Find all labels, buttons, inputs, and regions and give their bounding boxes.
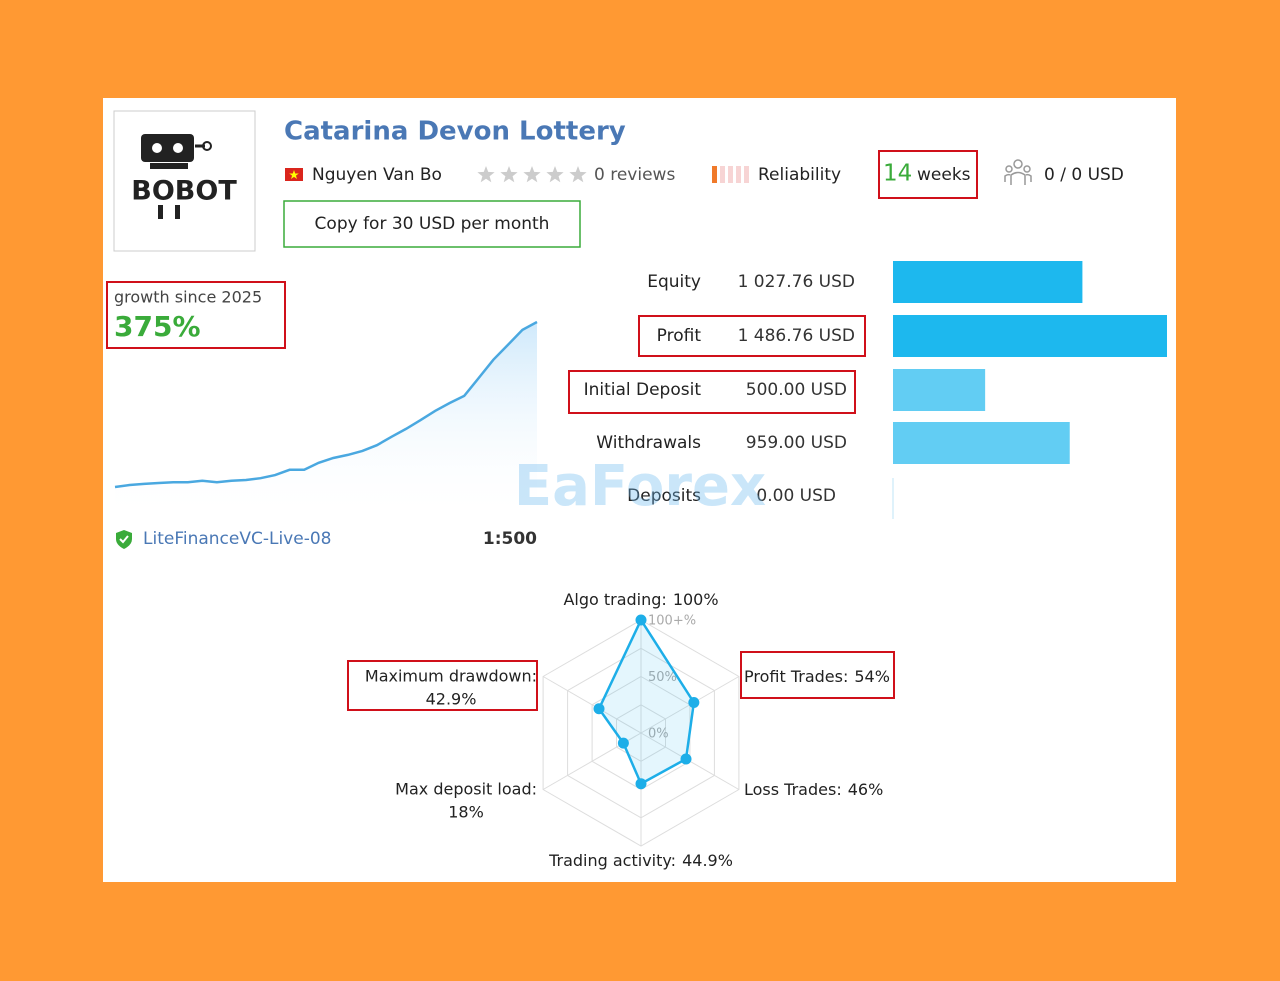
radar-chart: 0% 50% 100+% Algo trading: 100% Profit Trades… xyxy=(365,590,890,870)
reviews[interactable]: 0 reviews xyxy=(594,165,675,185)
star xyxy=(546,166,564,183)
flag-star xyxy=(289,170,299,179)
radar-tick-label: 0% xyxy=(648,727,669,742)
radar-value: 46% xyxy=(848,780,884,799)
highlight xyxy=(106,281,286,349)
stat-label: Equity xyxy=(647,272,701,292)
rating-stars xyxy=(477,166,587,183)
radar-name: Loss Trades: xyxy=(744,780,842,799)
star xyxy=(523,166,541,183)
logo-text: BOBOT xyxy=(131,176,237,207)
radar-tick-label: 100+% xyxy=(648,614,696,629)
highlight xyxy=(347,660,538,711)
growth-line xyxy=(114,320,538,489)
stat-value: 1 027.76 USD xyxy=(738,272,855,292)
reliability: Reliability xyxy=(758,165,841,185)
star xyxy=(569,166,587,183)
radar-point xyxy=(635,778,647,790)
radar-value: 54% xyxy=(854,667,890,686)
subscribers-icon xyxy=(1004,159,1032,185)
star xyxy=(477,166,495,183)
stat-value: 0.00 USD xyxy=(756,486,836,506)
verified-check xyxy=(119,535,129,544)
radar-label: Profit Trades: 54% xyxy=(744,667,890,686)
radar-label: Algo trading: 100% xyxy=(563,590,718,609)
radar-label: Max deposit load: xyxy=(395,780,537,799)
radar-name: Algo trading: xyxy=(563,590,666,609)
growth-area xyxy=(115,322,537,520)
stat-label: Withdrawals xyxy=(596,433,701,453)
radar-name: Trading activity: xyxy=(548,851,676,870)
radar-label: Trading activity: 44.9% xyxy=(548,851,733,870)
radar-value: 100% xyxy=(673,590,719,609)
radar-value: 44.9% xyxy=(682,851,733,870)
stat-label: Profit xyxy=(657,326,702,346)
highlight xyxy=(878,150,978,199)
weeks-number: 14 xyxy=(883,161,912,187)
server[interactable]: LiteFinanceVC-Live-08 xyxy=(143,529,331,549)
growth-label: growth since 2025 xyxy=(114,288,262,307)
stat-value: 1 486.76 USD xyxy=(738,326,855,346)
stat-bar xyxy=(893,422,1070,464)
radar-point xyxy=(617,737,629,749)
radar-point xyxy=(688,696,700,708)
weeks-unit: weeks xyxy=(917,165,971,185)
highlight xyxy=(568,370,856,414)
subscribers: 0 / 0 USD xyxy=(1044,165,1124,185)
copy-button-label[interactable]: Copy for 30 USD per month xyxy=(315,214,550,234)
radar-spoke xyxy=(542,676,642,734)
radar-value: 42.9% xyxy=(426,690,477,709)
stat-label: Initial Deposit xyxy=(584,380,702,400)
stat-value: 959.00 USD xyxy=(746,433,847,453)
title: Catarina Devon Lottery xyxy=(284,117,626,147)
star xyxy=(500,166,518,183)
radar-point xyxy=(680,753,692,765)
stat-bar xyxy=(893,261,1083,303)
radar-label: Loss Trades: 46% xyxy=(744,780,883,799)
author[interactable]: Nguyen Van Bo xyxy=(312,165,442,185)
highlight xyxy=(638,315,866,357)
leverage: 1:500 xyxy=(483,529,537,549)
stat-label: Deposits xyxy=(627,486,701,506)
radar-name: Profit Trades: xyxy=(744,667,848,686)
watermark: EaForex xyxy=(514,454,766,519)
stat-bar xyxy=(893,369,986,411)
highlight xyxy=(740,651,895,699)
radar-tick-label: 50% xyxy=(648,670,677,685)
stats: Equity 1 027.76 USD Profit 1 486.76 USD Init… xyxy=(584,261,1167,506)
copy-button[interactable] xyxy=(283,200,581,248)
radar-point xyxy=(635,614,647,626)
logo: BOBOT xyxy=(113,110,256,252)
radar-value: 18% xyxy=(448,803,484,822)
stat-value: 500.00 USD xyxy=(746,380,847,400)
radar-point xyxy=(593,703,605,715)
radar-label: Maximum drawdown: xyxy=(365,667,537,686)
growth-value: 375% xyxy=(114,310,201,343)
stat-bar xyxy=(893,315,1167,357)
reliability-icon xyxy=(712,166,749,183)
growth-chart xyxy=(114,320,538,520)
